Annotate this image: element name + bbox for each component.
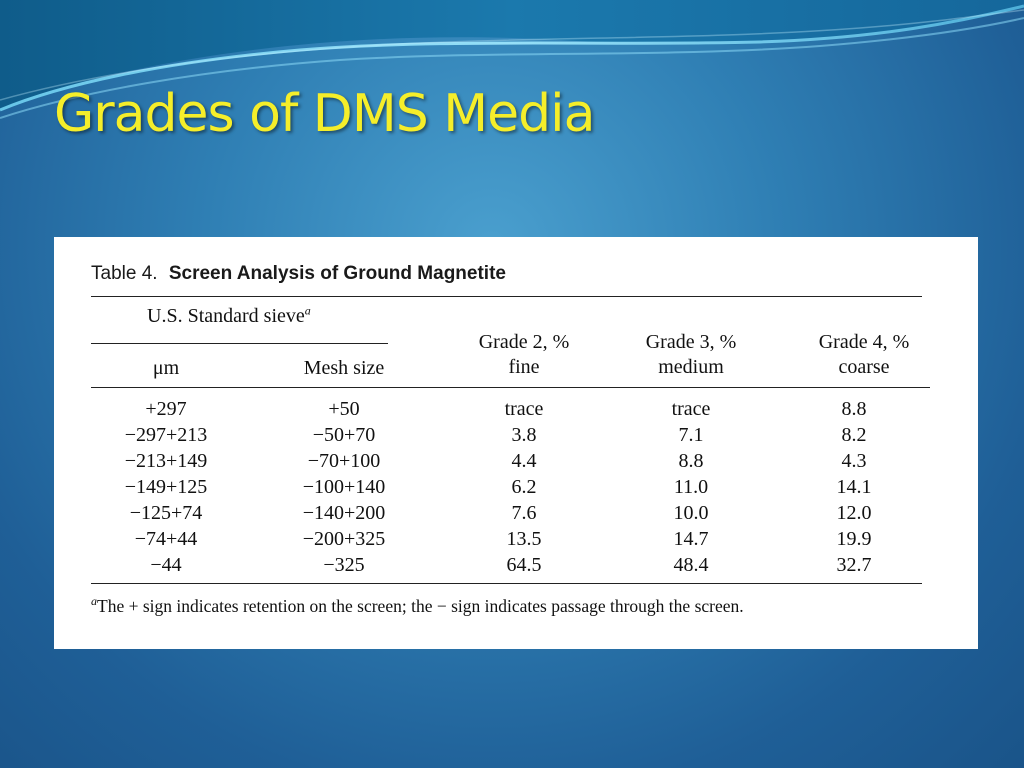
table-cell: 7.6: [511, 502, 537, 524]
footnote-mark: a: [91, 594, 97, 609]
table-cell: −213+149: [124, 450, 208, 472]
table-cell: −140+200: [302, 502, 386, 524]
table-cell: 8.2: [841, 424, 867, 446]
column-header-line1: Mesh size: [303, 357, 385, 379]
column-header-line1: μm: [152, 357, 180, 379]
table-cell: −100+140: [302, 476, 386, 498]
table-cell: −50+70: [312, 424, 376, 446]
footnote-text: The + sign indicates retention on the sc…: [97, 596, 744, 616]
table-cell: −149+125: [124, 476, 208, 498]
column-mesh: +50 −50+70 −70+100 −100+140 −140+200 −20…: [269, 396, 419, 578]
column-header-grade4: Grade 4, % coarse: [784, 330, 944, 380]
table-top-rule: [91, 296, 922, 297]
column-grade3: trace 7.1 8.8 11.0 10.0 14.7 48.4: [616, 396, 766, 578]
column-header-line1: Grade 2, %: [478, 331, 570, 353]
table-label: Table 4.: [91, 263, 158, 284]
table-cell: 10.0: [673, 502, 709, 524]
table-cell: 64.5: [506, 554, 542, 576]
group-header-text: U.S. Standard sieve: [147, 305, 305, 327]
table-cell: −125+74: [129, 502, 203, 524]
column-header-line1: Grade 4, %: [818, 331, 910, 353]
table-image-panel: Table 4. Screen Analysis of Ground Magne…: [54, 237, 978, 649]
table-cell: 8.8: [841, 398, 867, 420]
column-header-line2: fine: [508, 356, 540, 378]
table-footnote: aThe + sign indicates retention on the s…: [91, 593, 941, 619]
table-cell: −325: [323, 554, 365, 576]
table-cell: 12.0: [836, 502, 872, 524]
table-cell: 4.3: [841, 450, 867, 472]
group-header-rule: [91, 343, 388, 344]
table-cell: 14.7: [673, 528, 709, 550]
header-bottom-rule: [91, 387, 930, 388]
group-header: U.S. Standard sievea: [147, 303, 311, 328]
table-cell: 6.2: [511, 476, 537, 498]
column-header-line2: coarse: [838, 356, 890, 378]
table-cell: −297+213: [124, 424, 208, 446]
table-caption: Table 4. Screen Analysis of Ground Magne…: [91, 263, 506, 285]
table-cell: 19.9: [836, 528, 872, 550]
column-grade2: trace 3.8 4.4 6.2 7.6 13.5 64.5: [444, 396, 604, 578]
column-um: +297 −297+213 −213+149 −149+125 −125+74 …: [91, 396, 241, 578]
column-header-line2: medium: [658, 356, 724, 378]
table-cell: 14.1: [836, 476, 872, 498]
column-header-grade2: Grade 2, % fine: [444, 330, 604, 380]
column-header-line1: Grade 3, %: [645, 331, 737, 353]
table-title: Screen Analysis of Ground Magnetite: [168, 263, 506, 284]
column-header-grade3: Grade 3, % medium: [616, 330, 766, 380]
table-cell: trace: [671, 398, 711, 420]
table-cell: −44: [150, 554, 182, 576]
table-cell: 48.4: [673, 554, 709, 576]
table-cell: 4.4: [511, 450, 537, 472]
group-header-note: a: [304, 303, 311, 318]
table-cell: 8.8: [678, 450, 704, 472]
column-grade4: 8.8 8.2 4.3 14.1 12.0 19.9 32.7: [779, 396, 929, 578]
table-cell: −200+325: [302, 528, 386, 550]
table-cell: 32.7: [836, 554, 872, 576]
table-cell: trace: [504, 398, 544, 420]
table-cell: −70+100: [307, 450, 381, 472]
table-cell: 7.1: [678, 424, 704, 446]
table-cell: −74+44: [134, 528, 198, 550]
table-cell: 13.5: [506, 528, 542, 550]
column-header-um: μm: [91, 356, 241, 381]
column-header-mesh: Mesh size: [269, 356, 419, 381]
slide-title: Grades of DMS Media: [54, 84, 595, 144]
table-cell: +50: [328, 398, 360, 420]
table-bottom-rule: [91, 583, 922, 584]
table-cell: 11.0: [673, 476, 709, 498]
decorative-wave-header: [0, 0, 1024, 119]
table-cell: +297: [145, 398, 187, 420]
table-cell: 3.8: [511, 424, 537, 446]
